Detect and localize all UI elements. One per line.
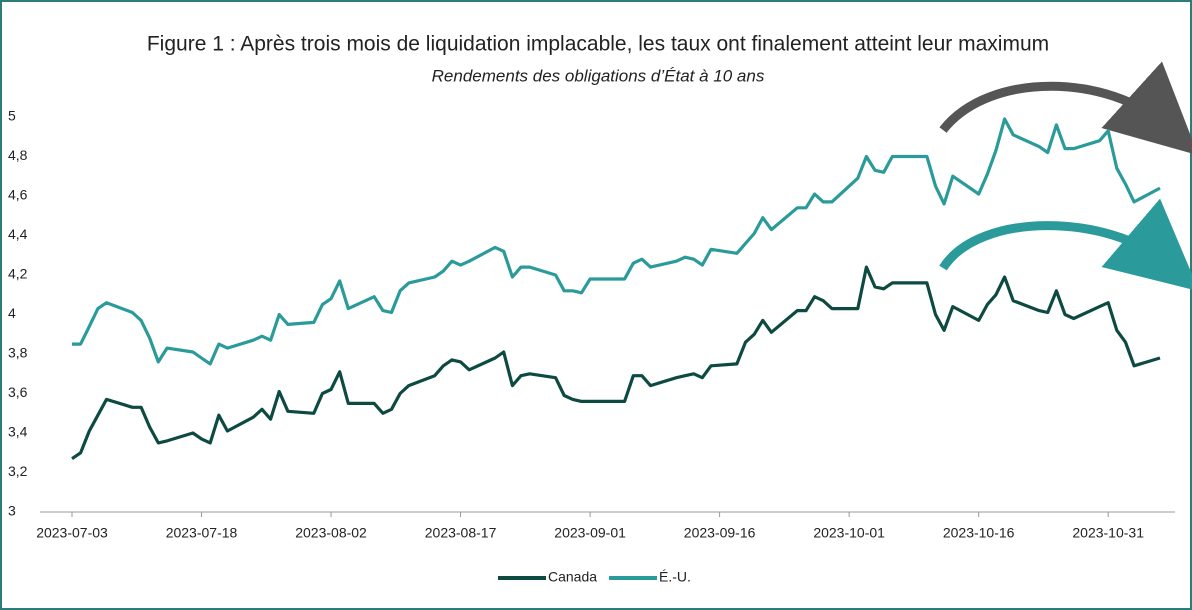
chart-subtitle: Rendements des obligations d’État à 10 a… [432,66,765,85]
y-tick-label: 3,4 [8,424,28,440]
arrow [939,61,1192,156]
legend-label: É.-U. [659,569,691,585]
x-tick-label: 2023-08-02 [295,525,367,541]
y-tick-label: 3,2 [8,463,28,479]
y-tick-label: 3 [8,503,16,519]
y-tick-label: 4 [8,305,16,321]
y-tick-label: 3,8 [8,345,28,361]
line [71,265,1161,461]
legend-label: Canada [548,569,597,585]
chart-title: Figure 1 : Après trois mois de liquidati… [147,33,1049,56]
x-tick-label: 2023-08-17 [425,525,497,541]
x-tick-label: 2023-10-01 [813,525,885,541]
x-tick-label: 2023-07-03 [36,525,108,541]
y-tick-label: 4,2 [8,266,28,282]
y-tick-label: 5 [8,108,16,124]
y-tick-label: 4,8 [8,147,28,163]
y-tick-label: 4,4 [8,226,28,242]
y-tick-label: 3,6 [8,384,28,400]
arrow [939,198,1192,292]
x-tick-label: 2023-10-31 [1072,525,1144,541]
x-tick-label: 2023-09-01 [554,525,626,541]
y-tick-label: 4,6 [8,187,28,203]
x-tick-label: 2023-07-18 [166,525,238,541]
x-tick-label: 2023-10-16 [943,525,1015,541]
line [72,117,1161,366]
x-tick-label: 2023-09-16 [684,525,756,541]
